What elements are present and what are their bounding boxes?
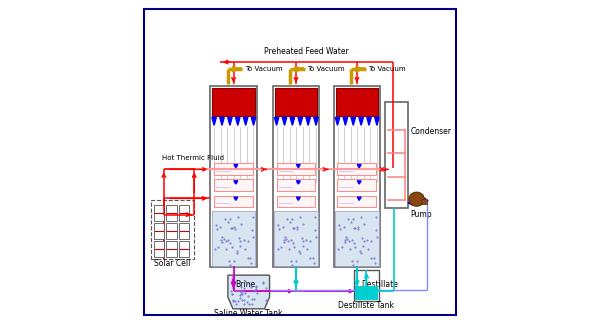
Polygon shape [367,117,371,126]
Bar [179,205,190,221]
Text: Hot Thermic Fluid: Hot Thermic Fluid [162,156,224,161]
Text: To Vacuum: To Vacuum [307,66,345,72]
Bar [355,286,377,300]
Text: Pump: Pump [410,210,432,219]
Text: Saline Water Tank: Saline Water Tank [214,309,283,318]
Bar [151,200,194,259]
FancyBboxPatch shape [277,179,316,191]
Bar [355,270,379,301]
FancyBboxPatch shape [337,163,376,175]
Bar [212,211,255,266]
Bar [273,86,319,267]
Polygon shape [236,117,240,126]
Bar [179,223,190,239]
Bar [154,223,164,239]
Bar [166,241,177,257]
Polygon shape [351,117,356,126]
Polygon shape [306,117,310,126]
Bar [335,88,378,116]
Polygon shape [274,117,279,126]
Bar [166,223,177,239]
Text: To Vacuum: To Vacuum [245,66,282,72]
FancyBboxPatch shape [337,196,376,207]
Polygon shape [290,117,295,126]
Bar [385,102,408,208]
Text: Brine: Brine [235,280,255,289]
Text: To Vacuum: To Vacuum [368,66,406,72]
Bar [274,211,317,266]
Polygon shape [357,197,361,200]
Bar [154,205,164,221]
Polygon shape [296,181,300,184]
Polygon shape [314,117,318,126]
Polygon shape [227,117,232,126]
Polygon shape [234,165,238,168]
Text: Condenser: Condenser [410,127,452,136]
Text: Destillate: Destillate [362,280,398,289]
Polygon shape [359,117,364,126]
Bar [335,211,379,266]
Bar [179,241,190,257]
Bar [275,88,317,116]
FancyBboxPatch shape [277,163,316,175]
Polygon shape [234,181,238,184]
FancyBboxPatch shape [214,163,253,175]
Polygon shape [282,117,287,126]
Polygon shape [296,165,300,168]
Bar [166,205,177,221]
FancyBboxPatch shape [337,179,376,191]
Bar [421,199,427,204]
Polygon shape [296,197,300,200]
Polygon shape [343,117,347,126]
Polygon shape [234,197,238,200]
Polygon shape [357,165,361,168]
Bar [210,86,257,267]
Polygon shape [357,181,361,184]
Polygon shape [220,117,224,126]
FancyBboxPatch shape [214,179,253,191]
Text: Preheated Feed Water: Preheated Feed Water [264,47,349,56]
Text: Destillste Tank: Destillste Tank [338,301,394,310]
Text: Solar Cell: Solar Cell [154,259,191,268]
Bar [154,241,164,257]
Bar [334,86,380,267]
Polygon shape [244,117,248,126]
Polygon shape [251,117,256,126]
FancyBboxPatch shape [277,196,316,207]
Ellipse shape [409,192,424,206]
Bar [212,88,255,116]
FancyBboxPatch shape [214,196,253,207]
Polygon shape [212,117,217,126]
Polygon shape [374,117,379,126]
Polygon shape [335,117,340,126]
Polygon shape [228,275,269,309]
Polygon shape [298,117,302,126]
